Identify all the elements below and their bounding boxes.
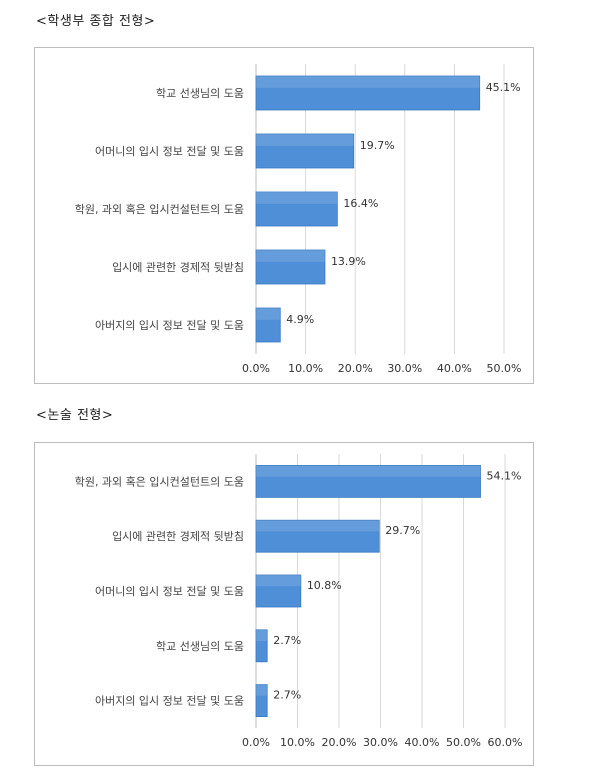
- chart-title-1: <학생부 종합 전형>: [36, 14, 156, 29]
- category-label: 아버지의 입시 정보 전달 및 도움: [95, 695, 244, 708]
- bar: [255, 519, 380, 553]
- x-tick-label: 0.0%: [242, 736, 270, 749]
- data-label: 16.4%: [343, 197, 378, 210]
- chart-2-plot: 0.0% 10.0% 20.0% 30.0% 40.0% 50.0% 60.0% 학원, 과외…: [75, 454, 523, 749]
- bar-highlight: [256, 192, 338, 204]
- data-label: 45.1%: [486, 81, 521, 94]
- bar: [255, 684, 268, 718]
- category-label: 어머니의 입시 정보 전달 및 도움: [95, 585, 244, 598]
- x-tick-label: 30.0%: [387, 362, 422, 375]
- category-label: 입시에 관련한 경제적 뒷받침: [112, 530, 244, 543]
- x-tick-label: 50.0%: [487, 362, 522, 375]
- bar-highlight: [256, 134, 354, 146]
- bar-highlight: [256, 629, 268, 641]
- bar-highlight: [256, 520, 380, 532]
- bar-highlight: [256, 465, 481, 477]
- x-tick-label: 60.0%: [488, 736, 523, 749]
- bar: [255, 464, 481, 498]
- x-tick-label: 10.0%: [280, 736, 315, 749]
- data-label: 2.7%: [273, 689, 301, 702]
- x-tick-label: 40.0%: [405, 736, 440, 749]
- bar-highlight: [256, 684, 268, 696]
- data-label: 54.1%: [487, 469, 522, 482]
- bar: [255, 249, 326, 285]
- category-label: 학교 선생님의 도움: [156, 87, 244, 100]
- category-label: 학교 선생님의 도움: [156, 640, 244, 653]
- category-label: 입시에 관련한 경제적 뒷받침: [112, 261, 244, 274]
- bar-highlight: [256, 76, 480, 88]
- x-tick-label: 30.0%: [363, 736, 398, 749]
- data-label: 4.9%: [286, 313, 314, 326]
- bar: [255, 629, 268, 663]
- x-tick-label: 20.0%: [338, 362, 373, 375]
- category-label: 아버지의 입시 정보 전달 및 도움: [95, 319, 244, 332]
- x-tick-label: 40.0%: [437, 362, 472, 375]
- chart-title-2: <논술 전형>: [36, 408, 114, 423]
- data-label: 2.7%: [273, 634, 301, 647]
- bar-highlight: [256, 250, 325, 262]
- data-label: 19.7%: [360, 139, 395, 152]
- bar: [255, 574, 302, 608]
- bar: [255, 133, 355, 169]
- bar: [255, 191, 338, 227]
- category-label: 어머니의 입시 정보 전달 및 도움: [95, 145, 244, 158]
- data-label: 29.7%: [385, 524, 420, 537]
- x-tick-label: 0.0%: [242, 362, 270, 375]
- category-label: 학원, 과외 혹은 입시컨설턴트의 도움: [75, 474, 244, 488]
- chart-2-frame: 0.0% 10.0% 20.0% 30.0% 40.0% 50.0% 60.0% 학원, 과외…: [34, 442, 534, 766]
- x-tick-label: 20.0%: [322, 736, 357, 749]
- bar: [255, 75, 481, 111]
- x-tick-label: 50.0%: [446, 736, 481, 749]
- category-label: 학원, 과외 혹은 입시컨설턴트의 도움: [75, 202, 244, 216]
- bar: [255, 307, 281, 343]
- data-label: 13.9%: [331, 255, 366, 268]
- chart-1-plot: 0.0% 10.0% 20.0% 30.0% 40.0% 50.0% 학교 선생님의 도움 4…: [75, 64, 522, 375]
- x-tick-label: 10.0%: [288, 362, 323, 375]
- chart-1-frame: 0.0% 10.0% 20.0% 30.0% 40.0% 50.0% 학교 선생님의 도움 4…: [34, 47, 534, 384]
- data-label: 10.8%: [307, 579, 342, 592]
- bar-highlight: [256, 308, 281, 320]
- bar-highlight: [256, 575, 301, 587]
